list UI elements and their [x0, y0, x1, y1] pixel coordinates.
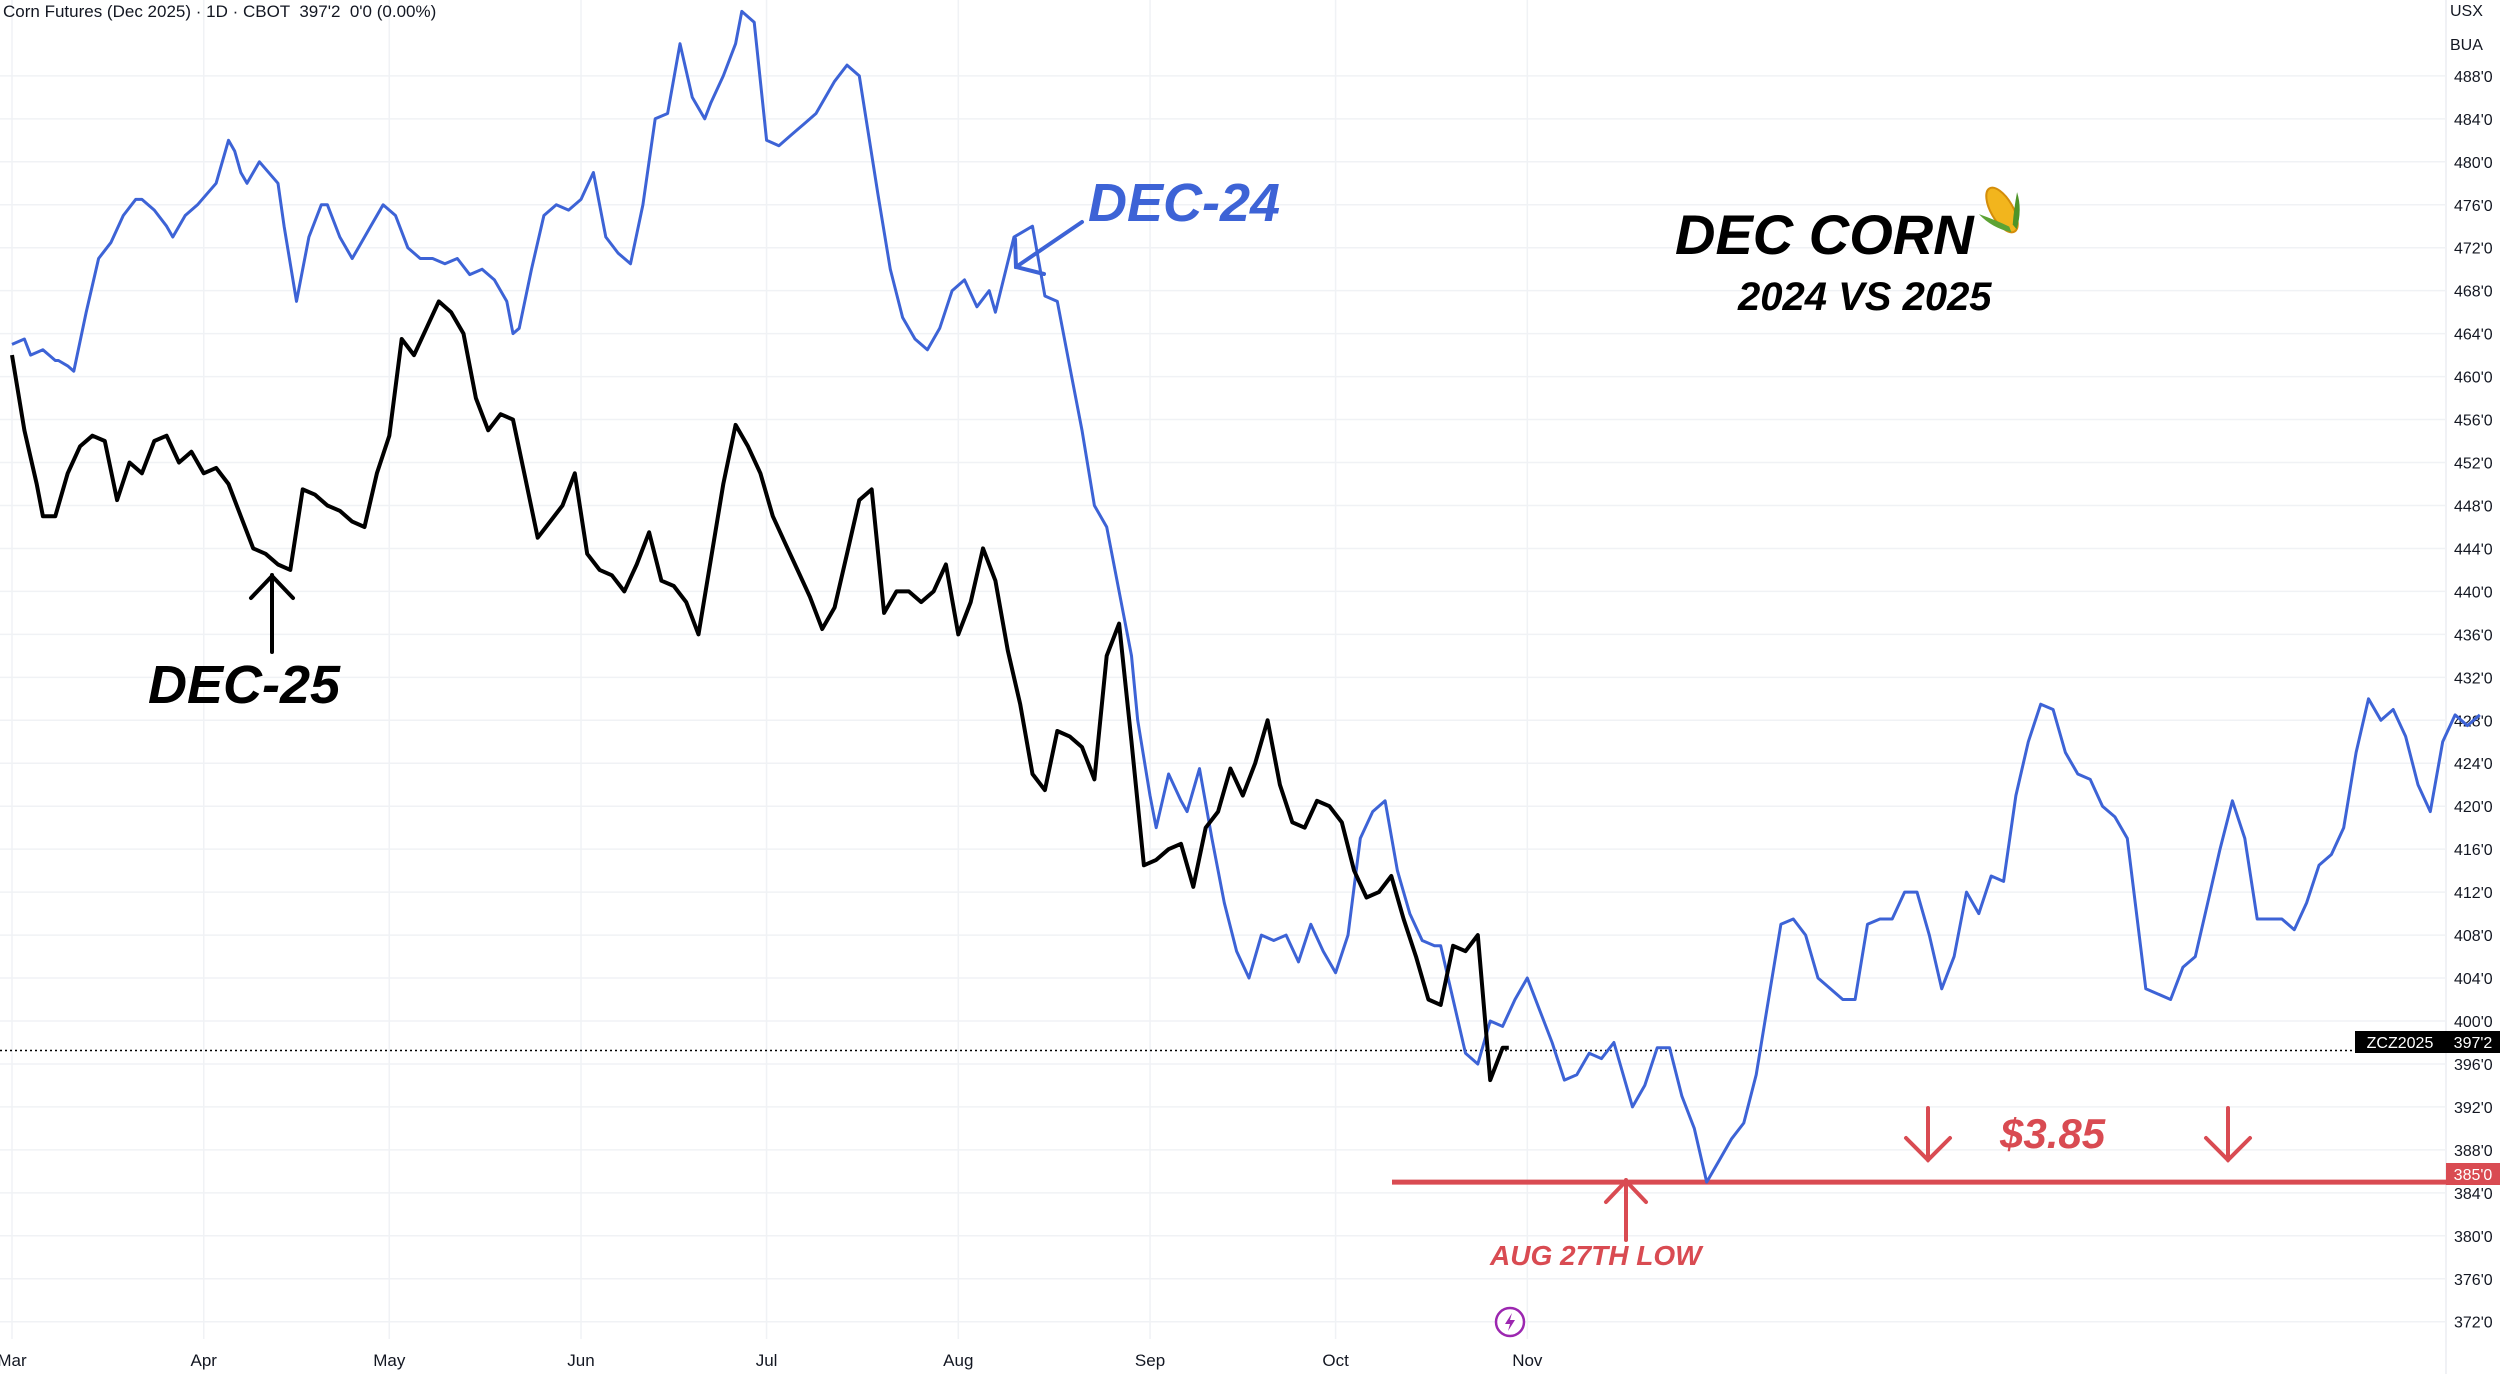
x-tick-label: Nov	[1512, 1351, 1543, 1370]
low-up-arrow-icon	[1604, 1178, 1648, 1242]
symbol-quote: 397'2 0'0 (0.00%)	[299, 2, 437, 21]
y-tick-label: 468'0	[2454, 284, 2493, 301]
y-tick-label: 380'0	[2454, 1229, 2493, 1246]
x-tick-label: Jun	[567, 1351, 594, 1370]
corn-icon	[1978, 186, 2020, 234]
dec25-arrow-icon	[249, 573, 295, 654]
current-price-badge: 397'2	[2446, 1031, 2500, 1053]
y-tick-label: 436'0	[2454, 627, 2493, 644]
chart-title: DEC CORN	[1675, 203, 1975, 266]
y-tick-label: 376'0	[2454, 1272, 2493, 1289]
y-tick-label: 412'0	[2454, 885, 2493, 902]
support-price-text: 385'0	[2454, 1167, 2493, 1184]
dec24-label: DEC-24	[1088, 173, 1280, 233]
symbol-title: Corn Futures (Dec 2025) · 1D · CBOT	[3, 2, 290, 21]
y-tick-label: 372'0	[2454, 1315, 2493, 1332]
y-tick-label: 384'0	[2454, 1186, 2493, 1203]
dec25-label: DEC-25	[148, 655, 341, 715]
y-tick-label: 488'0	[2454, 69, 2493, 86]
x-tick-label: Oct	[1322, 1351, 1349, 1370]
y-tick-label: 444'0	[2454, 541, 2493, 558]
y-tick-label: 448'0	[2454, 498, 2493, 515]
aug-low-label: AUG 27TH LOW	[1489, 1240, 1704, 1271]
symbol-header[interactable]: Corn Futures (Dec 2025) · 1D · CBOT 397'…	[3, 2, 436, 22]
current-ticker-badge: ZCZ2025	[2355, 1031, 2446, 1053]
y-tick-label: 408'0	[2454, 928, 2493, 945]
y-tick-label: 440'0	[2454, 584, 2493, 601]
support-down-arrow-icon	[2204, 1106, 2252, 1163]
support-down-arrow-icon	[1904, 1106, 1952, 1163]
price-axis: 372'0 376'0 380'0 384'0 388'0 392'0 396'0 400'0…	[2454, 69, 2493, 1332]
y-tick-label: 460'0	[2454, 370, 2493, 387]
x-tick-label: Apr	[191, 1351, 218, 1370]
support-price-label: $3.85	[1999, 1110, 2106, 1157]
x-tick-label: Mar	[0, 1351, 27, 1370]
y-tick-label: 464'0	[2454, 327, 2493, 344]
y-tick-label: 396'0	[2454, 1057, 2493, 1074]
support-price-badge: 385'0	[2446, 1163, 2500, 1185]
chart-subtitle: 2024 VS 2025	[1737, 275, 1992, 319]
y-tick-label: 420'0	[2454, 799, 2493, 816]
y-tick-label: 432'0	[2454, 670, 2493, 687]
y-tick-label: 480'0	[2454, 155, 2493, 172]
time-axis: Mar Apr May Jun Jul Aug Sep Oct Nov	[0, 1351, 1543, 1370]
y-tick-label: 456'0	[2454, 413, 2493, 430]
current-price-text: 397'2	[2454, 1035, 2493, 1052]
dec24-series-line	[11, 9, 2481, 1184]
quantity-unit[interactable]: BUA	[2450, 37, 2483, 54]
y-tick-label: 388'0	[2454, 1143, 2493, 1160]
y-tick-label: 452'0	[2454, 456, 2493, 473]
y-tick-label: 472'0	[2454, 241, 2493, 258]
y-tick-label: 484'0	[2454, 112, 2493, 129]
y-tick-label: 392'0	[2454, 1100, 2493, 1117]
x-tick-label: Jul	[756, 1351, 778, 1370]
x-tick-label: Aug	[943, 1351, 973, 1370]
y-tick-label: 476'0	[2454, 198, 2493, 215]
chart-grid	[0, 0, 2447, 1374]
dec24-arrow-icon	[1013, 220, 1084, 276]
y-tick-label: 424'0	[2454, 756, 2493, 773]
y-tick-label: 416'0	[2454, 842, 2493, 859]
x-tick-label: May	[373, 1351, 406, 1370]
currency-unit[interactable]: USX	[2450, 3, 2483, 20]
current-ticker-text: ZCZ2025	[2367, 1035, 2434, 1052]
lightning-icon[interactable]	[1494, 1306, 1526, 1338]
dec25-series-line	[10, 299, 1509, 1083]
y-tick-label: 400'0	[2454, 1014, 2493, 1031]
x-tick-label: Sep	[1135, 1351, 1165, 1370]
y-tick-label: 404'0	[2454, 971, 2493, 988]
